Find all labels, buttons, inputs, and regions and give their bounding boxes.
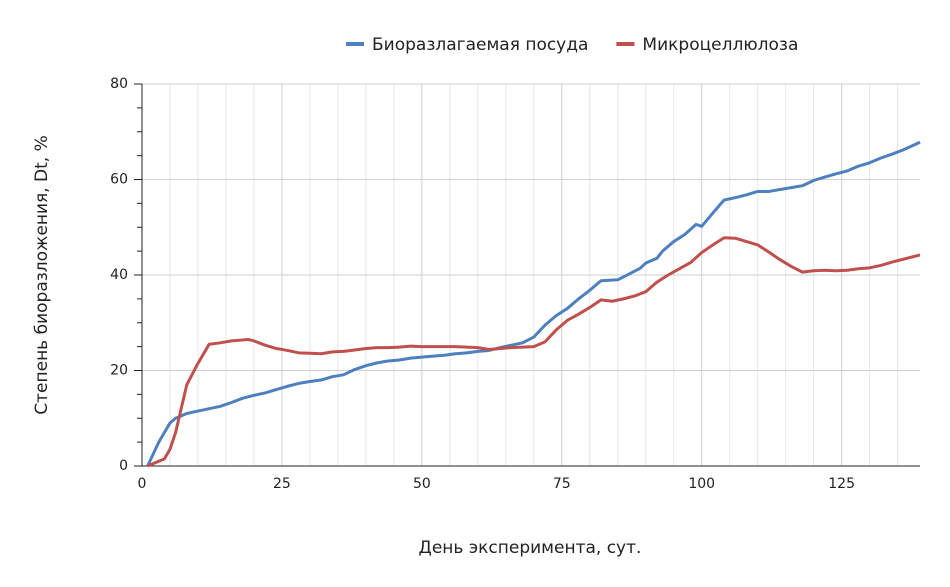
y-axis-title: Степень биоразложения, Dt, % <box>32 135 52 414</box>
legend-text: Биоразлагаемая посуда <box>372 35 588 55</box>
y-tick-label: 40 <box>110 267 128 283</box>
x-tick-label: 25 <box>273 476 291 492</box>
data-line <box>147 236 921 468</box>
y-tick-label: 0 <box>119 458 128 474</box>
legend-text: Микроцеллюлоза <box>642 35 798 55</box>
x-axis-title: День эксперимента, сут. <box>419 538 642 558</box>
y-tick-label: 80 <box>110 76 128 92</box>
data-line <box>146 140 921 467</box>
x-tick-label: 125 <box>828 476 855 492</box>
x-tick-label: 100 <box>688 476 715 492</box>
x-tick-label: 0 <box>138 476 147 492</box>
y-tick-label: 60 <box>110 172 128 188</box>
x-tick-label: 50 <box>413 476 431 492</box>
x-tick-label: 75 <box>553 476 571 492</box>
y-tick-label: 20 <box>110 363 128 379</box>
